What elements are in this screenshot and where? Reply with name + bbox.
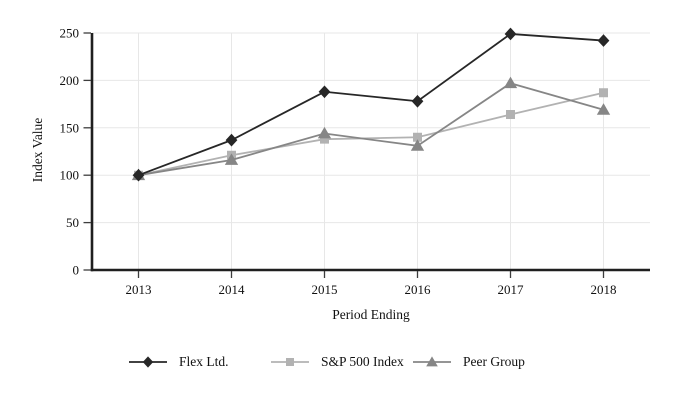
legend-item-s-p-500-index: S&P 500 Index (270, 354, 412, 370)
y-tick-label: 150 (60, 120, 80, 135)
series-line-s-p-500-index (138, 91, 604, 177)
marker-square (599, 88, 608, 98)
marker-diamond (411, 94, 424, 108)
x-tick-label: 2016 (405, 282, 432, 297)
y-axis-title: Index Value (30, 117, 45, 183)
legend-item-peer-group: Peer Group (412, 354, 525, 370)
legend: Flex Ltd. S&P 500 Index Peer Group (128, 352, 525, 372)
x-tick-label: 2017 (498, 282, 525, 297)
legend-swatch-diamond-icon (129, 356, 167, 368)
x-tick-label: 2015 (312, 282, 338, 297)
y-tick-label: 200 (60, 73, 80, 88)
marker-square (506, 110, 515, 120)
marker-triangle (596, 103, 611, 115)
y-tick-label: 250 (60, 26, 80, 41)
series-line-peer-group (138, 82, 604, 177)
marker-diamond (597, 34, 610, 47)
legend-label: Peer Group (463, 354, 525, 369)
x-tick-label: 2013 (126, 282, 152, 297)
marker-diamond (318, 85, 331, 99)
marker-triangle (317, 126, 332, 139)
y-tick-label: 100 (60, 168, 80, 183)
legend-label: Flex Ltd. (179, 354, 229, 369)
marker-square (413, 132, 422, 142)
legend-item-flex-ltd-: Flex Ltd. (128, 354, 270, 370)
legend-label: S&P 500 Index (321, 354, 404, 369)
marker-diamond (132, 168, 145, 182)
series-line-flex-ltd- (138, 33, 604, 177)
y-tick-label: 0 (73, 263, 80, 278)
legend-swatch-square-icon (271, 358, 309, 366)
x-tick-label: 2018 (591, 282, 617, 297)
marker-triangle (503, 76, 518, 89)
marker-diamond (504, 27, 517, 41)
y-tick-label: 50 (66, 215, 79, 230)
x-tick-label: 2014 (219, 282, 246, 297)
marker-triangle (224, 153, 239, 165)
legend-swatch-triangle-icon (413, 356, 451, 367)
marker-triangle (410, 139, 425, 151)
x-axis-title: Period Ending (332, 307, 410, 322)
marker-diamond (225, 133, 238, 147)
